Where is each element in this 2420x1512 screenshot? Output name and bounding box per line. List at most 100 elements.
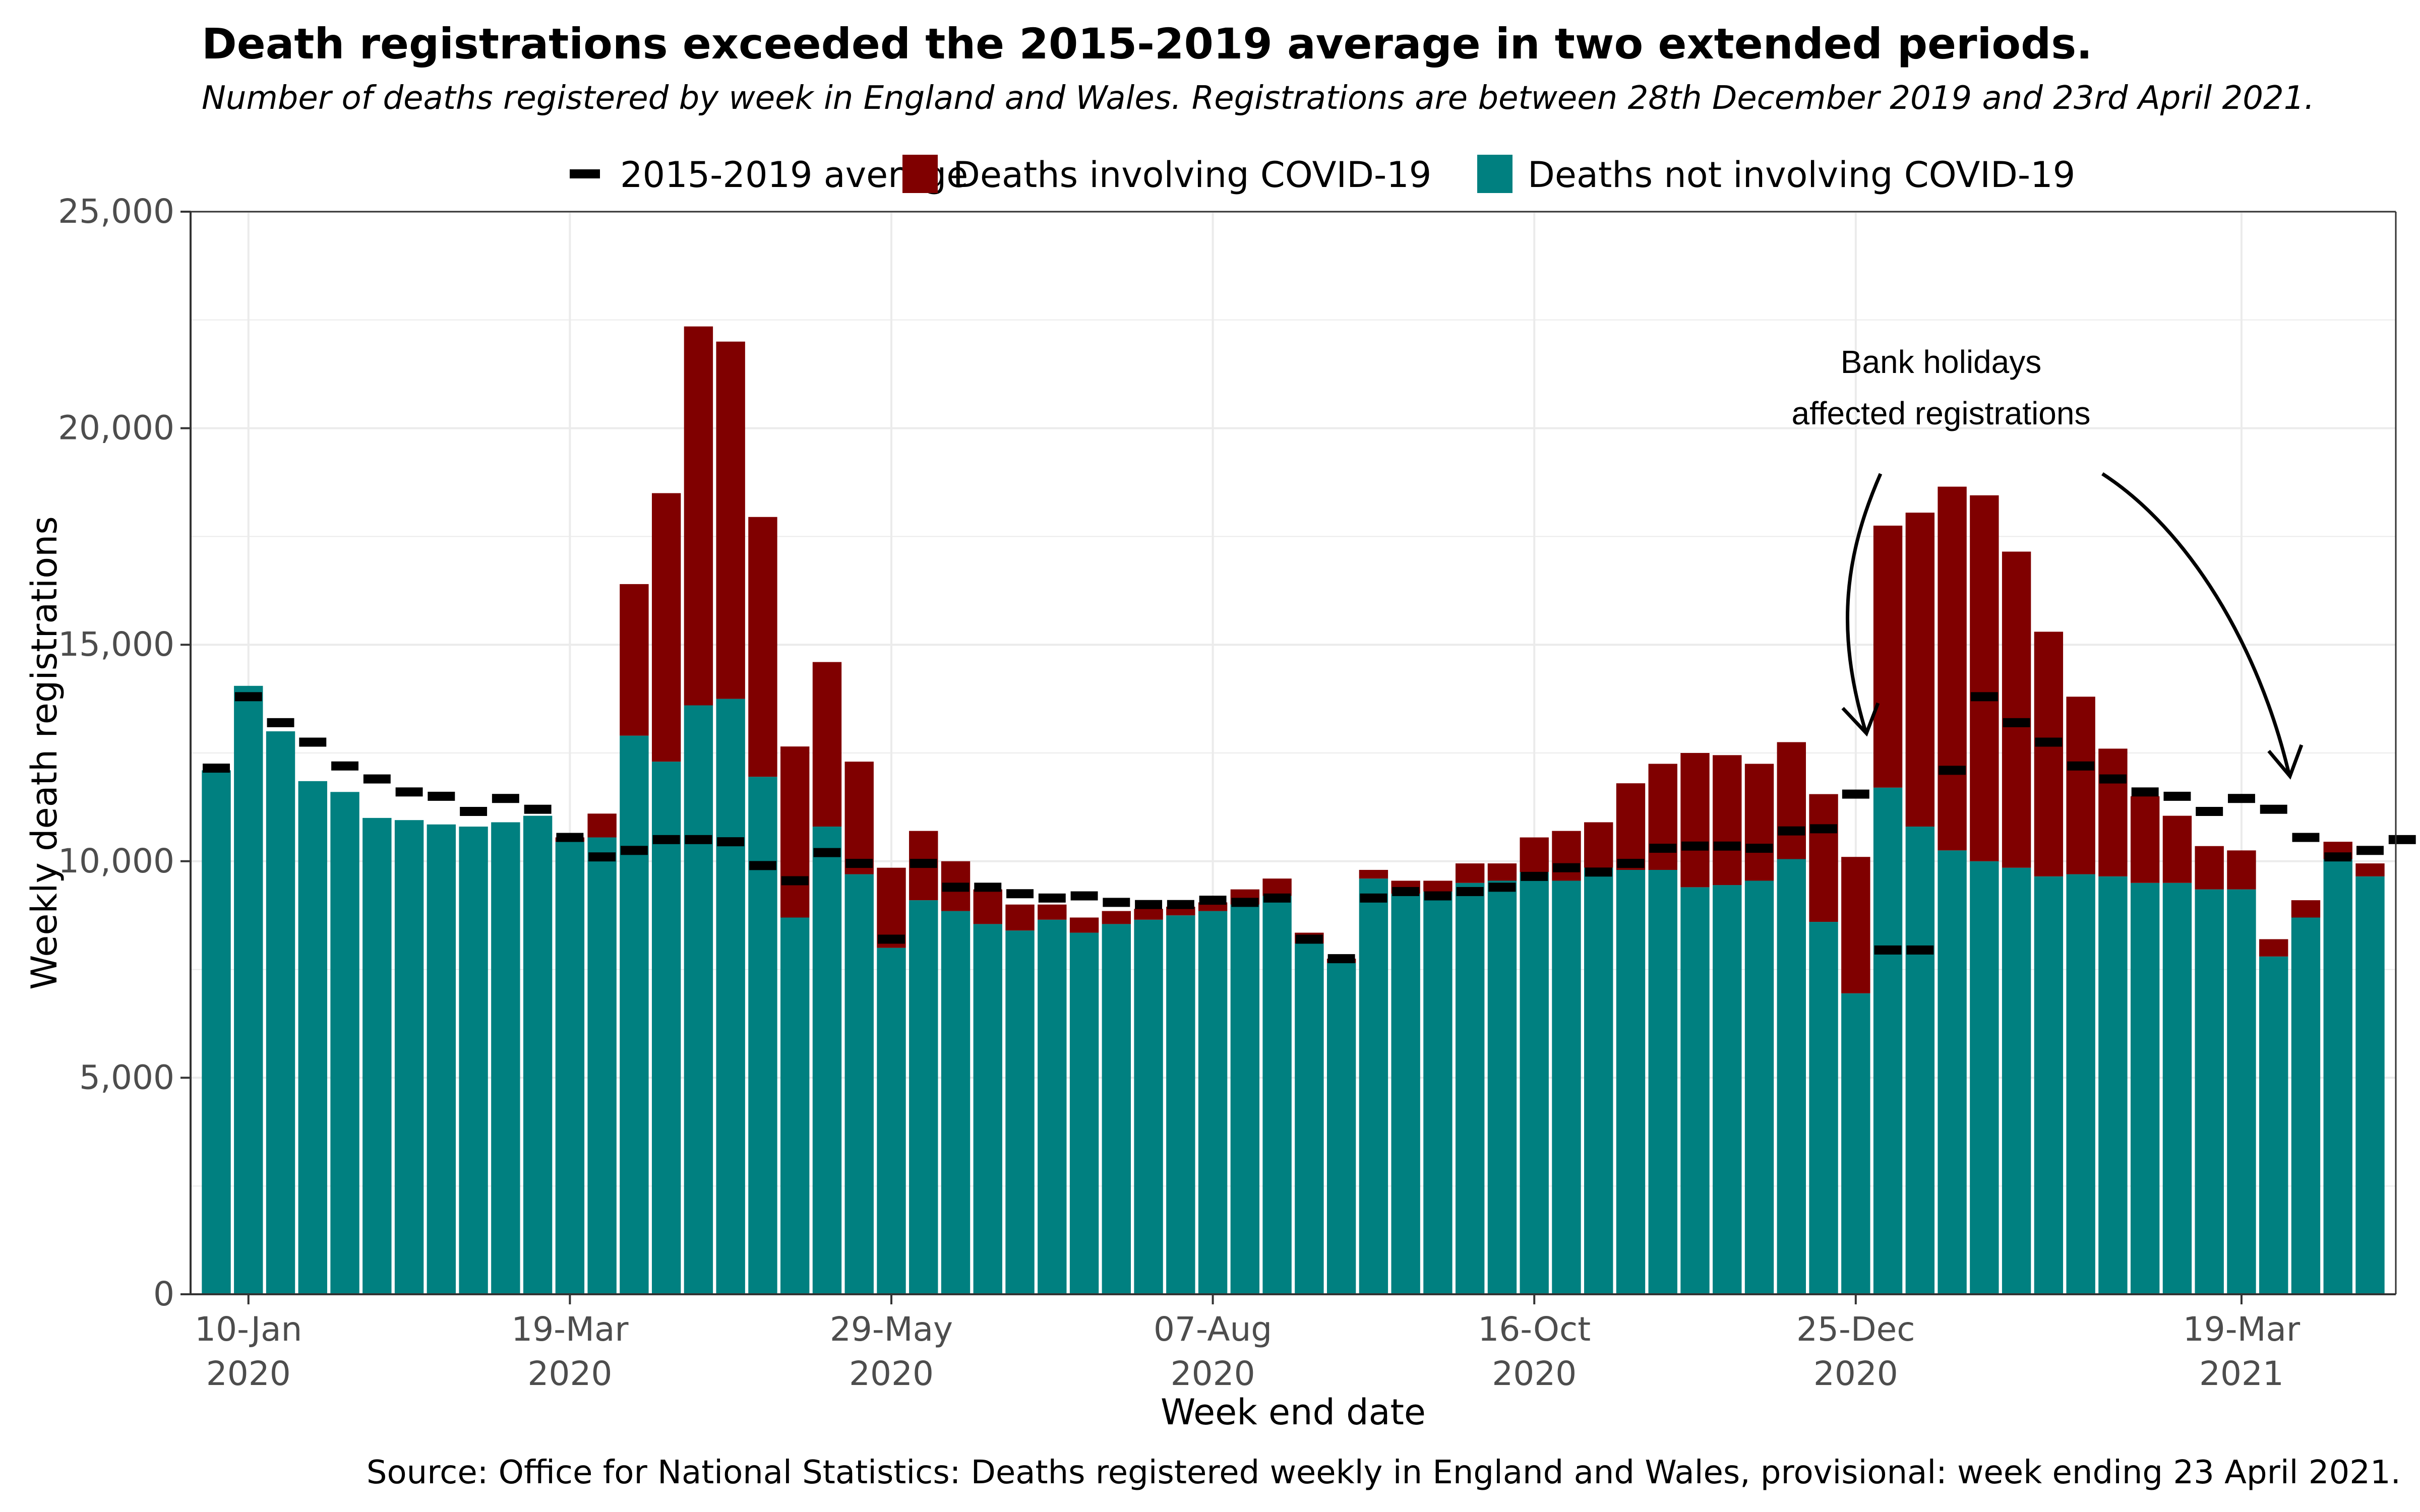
bar-non-covid xyxy=(1680,887,1710,1294)
bar-covid xyxy=(2066,697,2095,874)
y-tick-label: 0 xyxy=(153,1275,174,1313)
average-marker xyxy=(1295,934,1323,944)
bar-non-covid xyxy=(1938,850,1967,1294)
average-marker xyxy=(2131,787,2159,797)
bar-non-covid xyxy=(716,699,745,1294)
average-marker xyxy=(1488,883,1516,892)
bar-covid xyxy=(2162,815,2192,883)
bar-non-covid xyxy=(1326,963,1356,1294)
average-marker xyxy=(234,692,262,702)
legend-swatch-covid xyxy=(902,155,938,193)
annotation-arrowhead-left xyxy=(1841,702,1880,737)
average-marker xyxy=(1842,789,1869,799)
y-tick-label: 15,000 xyxy=(58,625,174,664)
bar-non-covid xyxy=(1166,915,1195,1294)
legend-swatch-average xyxy=(570,169,600,178)
bar-covid xyxy=(1616,783,1646,870)
average-marker xyxy=(2388,835,2416,844)
bar-non-covid xyxy=(2355,876,2385,1294)
bar-non-covid xyxy=(877,948,906,1294)
y-tick-label: 5,000 xyxy=(79,1058,174,1097)
bar-covid xyxy=(2098,748,2128,876)
average-marker xyxy=(781,876,809,886)
legend-item-non_covid: Deaths not involving COVID-19 xyxy=(1477,154,2075,196)
average-marker xyxy=(1360,893,1387,903)
bar-covid xyxy=(1841,857,1870,993)
bar-non-covid xyxy=(2323,859,2352,1294)
average-marker xyxy=(942,883,970,892)
bar-covid xyxy=(748,517,777,777)
x-tick-label-year: 2020 xyxy=(206,1354,291,1393)
bar-non-covid xyxy=(1873,787,1903,1294)
bar-covid xyxy=(2195,846,2224,890)
average-marker xyxy=(2227,794,2255,803)
bar-non-covid xyxy=(2162,883,2192,1294)
average-marker xyxy=(267,718,294,727)
bar-non-covid xyxy=(812,827,842,1294)
bar-non-covid xyxy=(266,731,295,1294)
bar-covid xyxy=(651,493,681,762)
x-axis-title: Week end date xyxy=(1161,1392,1426,1433)
legend-item-covid: Deaths involving COVID-19 xyxy=(902,154,1431,196)
average-marker xyxy=(363,774,391,784)
average-marker xyxy=(1038,893,1066,903)
bar-covid xyxy=(1809,794,1838,922)
average-marker xyxy=(1392,887,1420,896)
legend-swatch-non_covid xyxy=(1477,155,1512,193)
bar-covid xyxy=(1873,525,1903,788)
average-marker xyxy=(1713,841,1741,851)
bar-non-covid xyxy=(1423,891,1453,1294)
bar-covid xyxy=(973,889,1002,924)
average-marker xyxy=(717,837,745,847)
average-marker xyxy=(1617,859,1645,868)
bar-covid xyxy=(1970,495,1999,861)
bar-non-covid xyxy=(1487,880,1517,1294)
average-marker xyxy=(1135,900,1163,909)
average-marker xyxy=(428,791,455,801)
bar-covid xyxy=(2259,939,2288,957)
bar-non-covid xyxy=(941,911,971,1294)
bar-covid xyxy=(2002,551,2031,868)
bar-covid xyxy=(1134,909,1163,920)
average-marker xyxy=(2163,791,2191,801)
x-tick-label: 25-Dec xyxy=(1796,1310,1915,1349)
bar-covid xyxy=(2034,632,2064,876)
bar-covid xyxy=(1584,822,1613,868)
bar-covid xyxy=(716,341,745,699)
axes: 0 5,000 10,000 15,000 20,000 25,000 10-Jan 2020… xyxy=(24,192,2397,1433)
bar-non-covid xyxy=(620,735,649,1294)
bar-non-covid xyxy=(1970,861,1999,1294)
annotation-line-1: Bank holidays xyxy=(1841,344,2041,380)
bar-covid xyxy=(1520,837,1549,872)
bar-non-covid xyxy=(1038,919,1067,1294)
average-marker xyxy=(588,852,616,862)
average-marker xyxy=(203,764,230,773)
bar-non-covid xyxy=(1841,993,1870,1294)
bar-non-covid xyxy=(298,781,327,1294)
bar-non-covid xyxy=(1262,896,1292,1294)
bar-covid xyxy=(2291,900,2321,918)
average-marker xyxy=(2292,833,2320,842)
average-marker xyxy=(1970,692,1998,702)
average-marker xyxy=(2196,806,2223,816)
gridlines xyxy=(191,211,2396,1295)
average-marker xyxy=(1006,889,1034,899)
bar-non-covid xyxy=(651,762,681,1294)
x-tick-label-year: 2020 xyxy=(849,1354,934,1393)
average-marker xyxy=(2099,774,2127,784)
average-marker xyxy=(1649,844,1677,853)
average-marker xyxy=(1906,945,1934,955)
chart-source: Source: Office for National Statistics: … xyxy=(366,1454,2401,1491)
bar-covid xyxy=(2227,850,2256,890)
average-marker xyxy=(1521,871,1548,881)
average-marker xyxy=(1745,844,1773,853)
average-marker xyxy=(1456,887,1484,896)
bar-covid xyxy=(2130,796,2160,883)
annotation-arrowhead-right xyxy=(2267,744,2304,780)
average-marker xyxy=(845,859,873,868)
average-marker xyxy=(974,883,1002,892)
bar-covid xyxy=(780,746,810,918)
bar-non-covid xyxy=(909,900,938,1294)
bar-non-covid xyxy=(202,770,231,1294)
